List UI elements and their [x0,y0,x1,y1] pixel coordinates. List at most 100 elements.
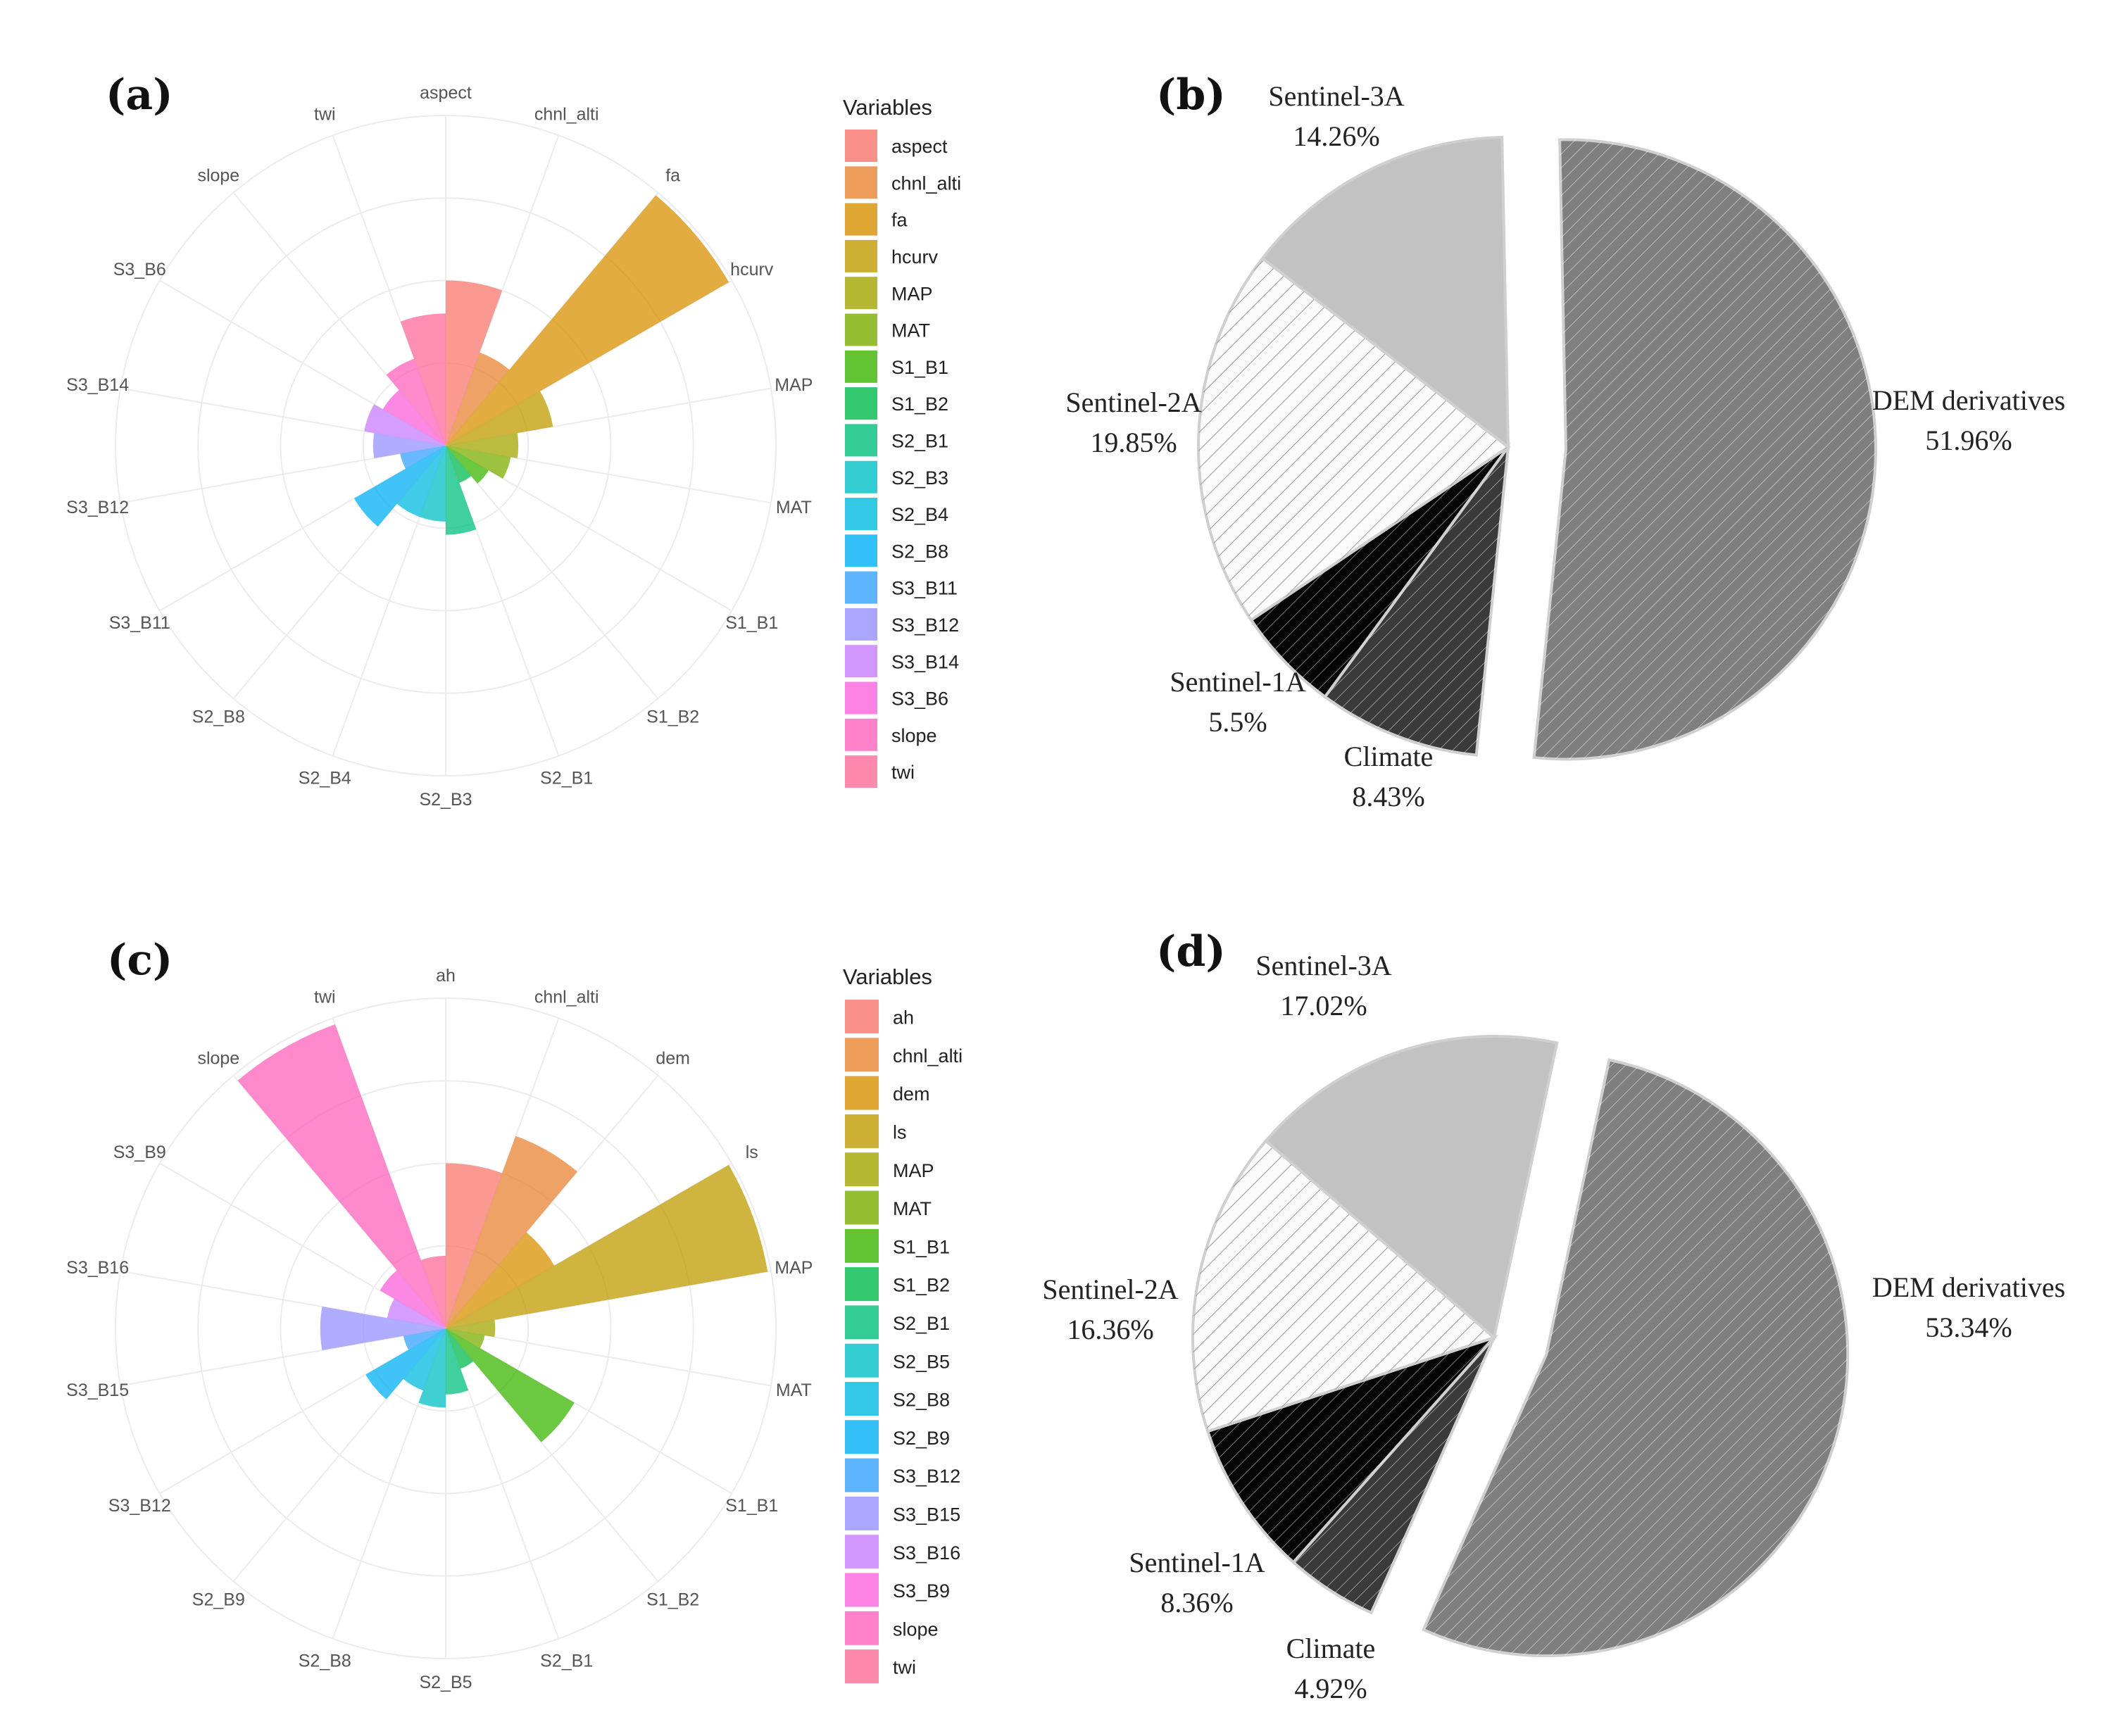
polar-bar-S2_B1 [446,446,477,535]
legend-swatch [845,1076,879,1110]
polar-bar-MAP [446,433,519,458]
legend-swatch [845,1649,879,1684]
pie-label-sentinel-1a: Sentinel-1A [1170,666,1305,698]
axis-label: S1_B2 [646,707,699,727]
pie-label-dem-derivatives: DEM derivatives [1872,1271,2065,1303]
polar-bar-S3_B12 [372,433,446,458]
legend-swatch [845,313,877,346]
axis-label: hcurv [730,260,774,279]
polar-bar-MAT [446,446,511,479]
grid-spoke [159,445,446,612]
legend-label: S2_B1 [893,1313,950,1334]
legend-swatch [845,571,877,604]
legend-label: ah [893,1007,914,1029]
legend-label: S3_B12 [891,615,959,636]
legend-label: MAP [893,1160,934,1181]
legend-swatch [845,1611,879,1645]
axis-label: S3_B11 [109,613,170,633]
legend-swatch [845,1382,879,1416]
legend-swatch [845,1267,879,1302]
legend-label: MAT [893,1198,932,1219]
polar-bar-S2_B9 [365,1328,446,1400]
axis-label: fa [665,165,680,185]
legend-swatch [845,1458,879,1492]
axis-label: aspect [420,83,472,103]
legend-label: chnl_alti [891,172,961,194]
pie-chart-b: DEM derivatives 51.96% Climate 8.43% Sentine… [1065,80,2065,812]
panel-d: (d) DEM derivatives 53.34% Climate 4.92% Sen… [1042,927,2065,1704]
pie-label-sentinel-2a: Sentinel-2A [1042,1273,1178,1305]
grid-spoke [120,445,446,504]
panel-b: (b) DEM derivatives 51.96% Climate 8.43% Sen… [1065,70,2065,812]
polar-bar-S2_B4 [396,446,446,517]
pie-value-sentinel-2a: 16.36% [1067,1314,1153,1345]
legend-label: MAP [891,283,933,304]
legend-label: slope [893,1618,939,1640]
legend-label: S3_B16 [893,1542,960,1564]
polar-bar-MAT [446,1328,485,1349]
legend-label: S1_B2 [891,394,948,415]
polar-bar-S1_B1 [446,1328,575,1442]
polar-bar-twi [400,313,446,446]
pie-label-sentinel-2a: Sentinel-2A [1065,386,1201,418]
legend-swatch [845,130,877,162]
axis-label: S3_B12 [108,1496,171,1516]
pie-hatch-sentinel-2a [1198,258,1508,620]
legend-swatch [845,166,877,199]
pie-value-climate: 4.92% [1294,1673,1367,1704]
panel-label-c: (c) [107,936,173,985]
legend-label: twi [893,1657,916,1678]
legend-swatch [845,1305,879,1340]
legend-label: S3_B12 [893,1466,960,1487]
grid-spoke [445,445,772,504]
axis-label: slope [197,165,239,185]
pie-label-sentinel-3a: Sentinel-3A [1268,80,1404,112]
legend-swatch [845,755,877,788]
legend-label: S1_B1 [893,1236,950,1257]
pie-hatch-dem-derivatives [1423,1059,1848,1656]
legend-swatch [845,1496,879,1530]
legend-label: S1_B1 [891,357,948,378]
legend-label: S2_B8 [891,541,948,562]
pie-value-sentinel-2a: 19.85% [1090,427,1177,458]
axis-label: S3_B9 [113,1143,166,1162]
axis-label: S2_B4 [299,769,351,788]
polar-bar-chnl_alti [446,1136,577,1328]
legend-label: S2_B5 [893,1351,950,1372]
pie-value-dem-derivatives: 53.34% [1925,1312,2012,1343]
grid-spoke [445,1328,772,1387]
pie-hatch-sentinel-1a [1251,447,1508,697]
grid-spoke [445,1328,659,1582]
axis-label: S3_B14 [66,375,129,395]
axis-label: S1_B1 [725,613,778,633]
pie-value-dem-derivatives: 51.96% [1925,424,2012,456]
polar-bar-ah [446,1163,503,1328]
pie-hatch-climate [1324,447,1508,755]
pie-slice-sentinel-3a [1263,1035,1559,1340]
polar-bar-chnl_alti [446,352,510,446]
axis-label: S1_B2 [646,1590,699,1610]
pie-label-sentinel-1a: Sentinel-1A [1129,1547,1265,1578]
axis-label: S2_B8 [192,707,245,727]
legend-swatch [845,1152,879,1187]
legend-swatch [845,277,877,310]
legend-label: MAT [891,320,930,341]
polar-bar-S2_B3 [420,446,446,522]
panel-a: (a) aspectchnl_altifahcurvMAPMATS1_B1S1_… [66,70,961,810]
axis-label: S3_B15 [66,1380,129,1400]
axis-label: ah [436,966,456,986]
pie-label-climate: Climate [1286,1633,1376,1664]
legend-swatch [845,350,877,383]
legend-title-a: Variables [843,95,932,120]
legend-swatch [845,1000,879,1033]
legend-swatch [845,203,877,236]
legend-label: S2_B9 [893,1428,950,1449]
pie-chart-d: DEM derivatives 53.34% Climate 4.92% Sentine… [1042,950,2065,1704]
legend-label: S3_B11 [891,578,958,599]
pie-hatch-dem-derivatives [1534,139,1876,760]
legend-label: chnl_alti [893,1045,963,1067]
polar-bar-S3_B14 [364,404,446,446]
axis-label: S3_B16 [66,1258,129,1278]
pie-value-sentinel-3a: 14.26% [1293,120,1379,152]
